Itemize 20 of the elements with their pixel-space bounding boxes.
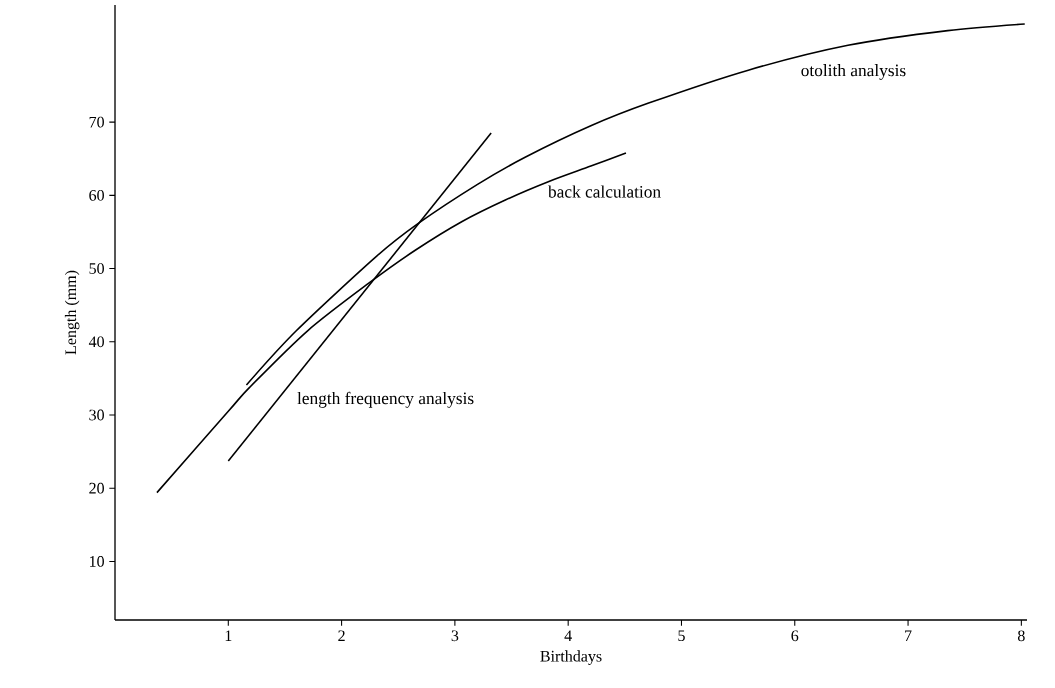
y-tick-label: 70 [89,116,104,128]
series-label: otolith analysis [801,64,906,80]
y-tick-label: 30 [89,409,104,421]
x-tick-label: 8 [1017,630,1025,642]
y-tick-label: 40 [88,336,104,348]
x-tick-label: 2 [338,630,345,641]
y-tick-label: 60 [89,189,104,201]
y-tick-label: 20 [89,482,104,494]
x-tick-label: 1 [225,630,232,641]
x-axis-title: Birthdays [540,650,602,665]
x-tick-label: 7 [905,630,912,641]
y-axis-title: Length (mm) [64,270,80,355]
series-label: back calculation [548,185,661,198]
x-tick-label: 6 [791,630,799,642]
series-label: length frequency analysis [297,391,474,408]
y-tick-label: 50 [89,263,104,274]
x-tick-label: 3 [451,630,459,642]
x-tick-label: 5 [678,630,685,642]
y-tick-label: 10 [90,556,104,567]
x-tick-label: 4 [564,630,572,641]
